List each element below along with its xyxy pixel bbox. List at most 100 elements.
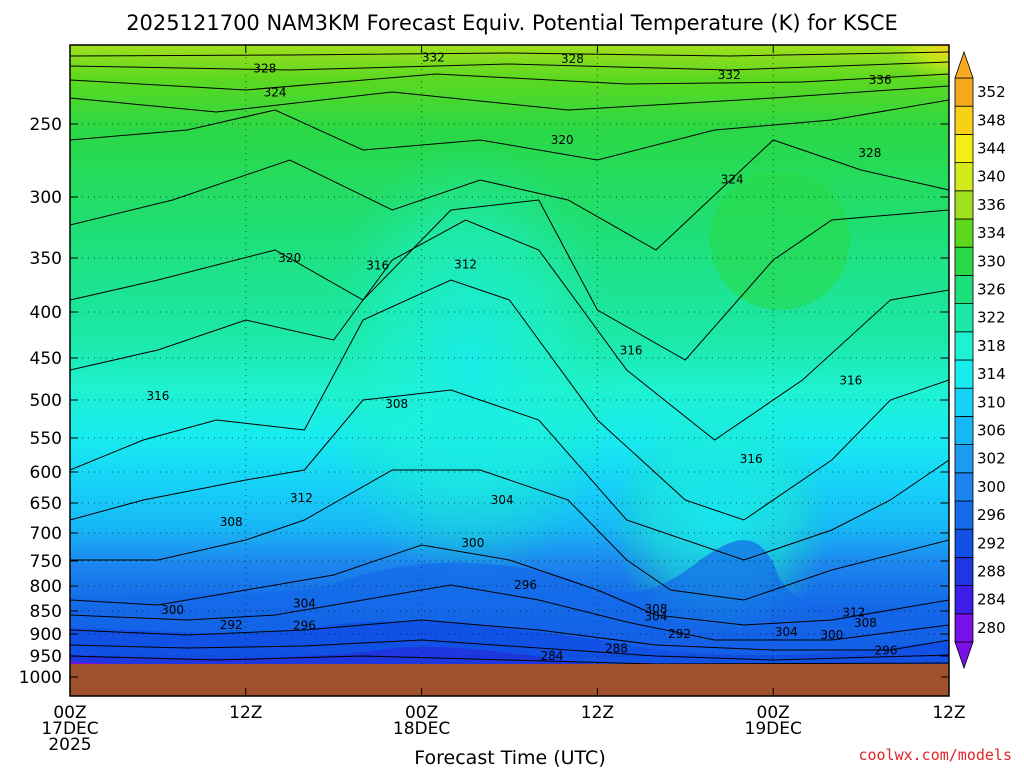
- contour-label: 316: [366, 259, 389, 273]
- colorbar-segment: [954, 528, 974, 558]
- colorbar-segment: [954, 415, 974, 445]
- x-tick-label: 18DEC: [393, 719, 450, 739]
- colorbar-segment: [954, 274, 974, 304]
- contour-label: 296: [875, 644, 898, 658]
- colorbar-label: 300: [977, 478, 1006, 496]
- contour-label: 336: [869, 73, 892, 87]
- colorbar-segment: [954, 387, 974, 417]
- x-tick-label: 19DEC: [745, 719, 802, 739]
- contour-label: 312: [842, 605, 865, 619]
- colorbar-label: 280: [977, 619, 1006, 637]
- colorbar-label: 334: [977, 224, 1006, 242]
- contour-labels: 328 332 328 332 336 324 320 328 324 320 316 312 316 3…: [146, 51, 897, 663]
- colorbar-label: 326: [977, 281, 1006, 299]
- contour-line: [70, 279, 949, 521]
- contour-label: 320: [551, 133, 574, 147]
- contour-label: 288: [605, 642, 628, 656]
- colorbar-segment: [954, 218, 974, 248]
- colorbar-label: 306: [977, 422, 1006, 440]
- contour-label: 316: [146, 389, 169, 403]
- contour-label: 292: [220, 618, 243, 632]
- y-tick-label: 700: [30, 524, 62, 544]
- contour-label: 312: [454, 257, 477, 271]
- x-tick-label: 12Z: [932, 703, 965, 723]
- y-tick-label: 500: [30, 391, 62, 411]
- contour-line: [70, 199, 949, 361]
- contour-label: 328: [253, 62, 276, 76]
- colorbar-label: 336: [977, 196, 1006, 214]
- colorbar-segment: [954, 444, 974, 474]
- colorbar-segment: [954, 190, 974, 220]
- contour-line: [70, 99, 949, 161]
- contour-line: [70, 85, 949, 113]
- contour-label: 308: [220, 515, 243, 529]
- warm-corner: [700, 45, 949, 205]
- x-tick-label: 00Z: [757, 703, 790, 723]
- colorbar-label: 344: [977, 140, 1006, 158]
- colorbar-segment: [954, 585, 974, 615]
- colorbar-segment: [954, 613, 974, 643]
- y-tick-label: 850: [30, 602, 62, 622]
- contour-label: 316: [839, 374, 862, 388]
- colorbar-label: 288: [977, 563, 1006, 581]
- colorbar-segment: [954, 77, 974, 107]
- colorbar-segment: [954, 105, 974, 135]
- colorbar-segment: [954, 303, 974, 333]
- contour-line: [70, 469, 949, 601]
- y-tick-label: 600: [30, 463, 62, 483]
- colorbar-label: 322: [977, 309, 1006, 327]
- contour-label: 284: [541, 649, 564, 663]
- x-tick-label: 17DEC: [41, 719, 98, 739]
- contour-line: [70, 219, 949, 441]
- colorbar-label: 318: [977, 337, 1006, 355]
- contour-label: 296: [293, 618, 316, 632]
- colorbar-segment: [954, 500, 974, 530]
- x-tick-label: 12Z: [229, 703, 262, 723]
- y-tick-label: 250: [30, 115, 62, 135]
- colorbar-label: 330: [977, 252, 1006, 270]
- contour-line: [70, 619, 949, 651]
- contour-label: 300: [461, 536, 484, 550]
- y-tick-label: 450: [30, 349, 62, 369]
- contour-label: 304: [491, 493, 514, 507]
- x-tick-label: 12Z: [581, 703, 614, 723]
- contour-lines: [70, 51, 949, 665]
- colorbar-label: 314: [977, 365, 1006, 383]
- plot-frame: [69, 44, 950, 697]
- colorbar-label: 284: [977, 591, 1006, 609]
- colorbar-label: 302: [977, 450, 1006, 468]
- contour-label: 308: [645, 602, 668, 616]
- contour-label: 308: [385, 397, 408, 411]
- contour-label: 308: [854, 616, 877, 630]
- contour-label: 296: [514, 578, 537, 592]
- contour-label: 324: [264, 85, 287, 99]
- y-tick-label: 550: [30, 429, 62, 449]
- y-tick-label: 650: [30, 494, 62, 514]
- contour-line: [70, 139, 949, 251]
- colorbar-segment: [954, 472, 974, 502]
- contour-label: 320: [278, 251, 301, 265]
- colorbar-segment: [954, 246, 974, 276]
- colorbar-label: 348: [977, 111, 1006, 129]
- contour-line: [70, 655, 949, 665]
- credit-link[interactable]: coolwx.com/models: [858, 746, 1012, 764]
- contour-line: [70, 389, 949, 561]
- contour-label: 332: [422, 51, 445, 65]
- x-tick-label: 00Z: [405, 703, 438, 723]
- colorbar-segment: [954, 359, 974, 389]
- contour-label: 300: [820, 628, 843, 642]
- colorbar-top-arrow: [954, 50, 974, 79]
- x-tick-label: 00Z: [53, 703, 86, 723]
- contour-line: [70, 639, 949, 661]
- contour-line: [70, 544, 949, 626]
- contour-line: [70, 61, 949, 71]
- colorbar-label: 292: [977, 534, 1006, 552]
- colorbar-segment: [954, 331, 974, 361]
- colorbar-label: 352: [977, 83, 1006, 101]
- contour-line: [70, 73, 949, 91]
- x-tick-label: 2025: [48, 735, 91, 755]
- contour-label: 332: [718, 68, 741, 82]
- y-tick-label: 350: [30, 249, 62, 269]
